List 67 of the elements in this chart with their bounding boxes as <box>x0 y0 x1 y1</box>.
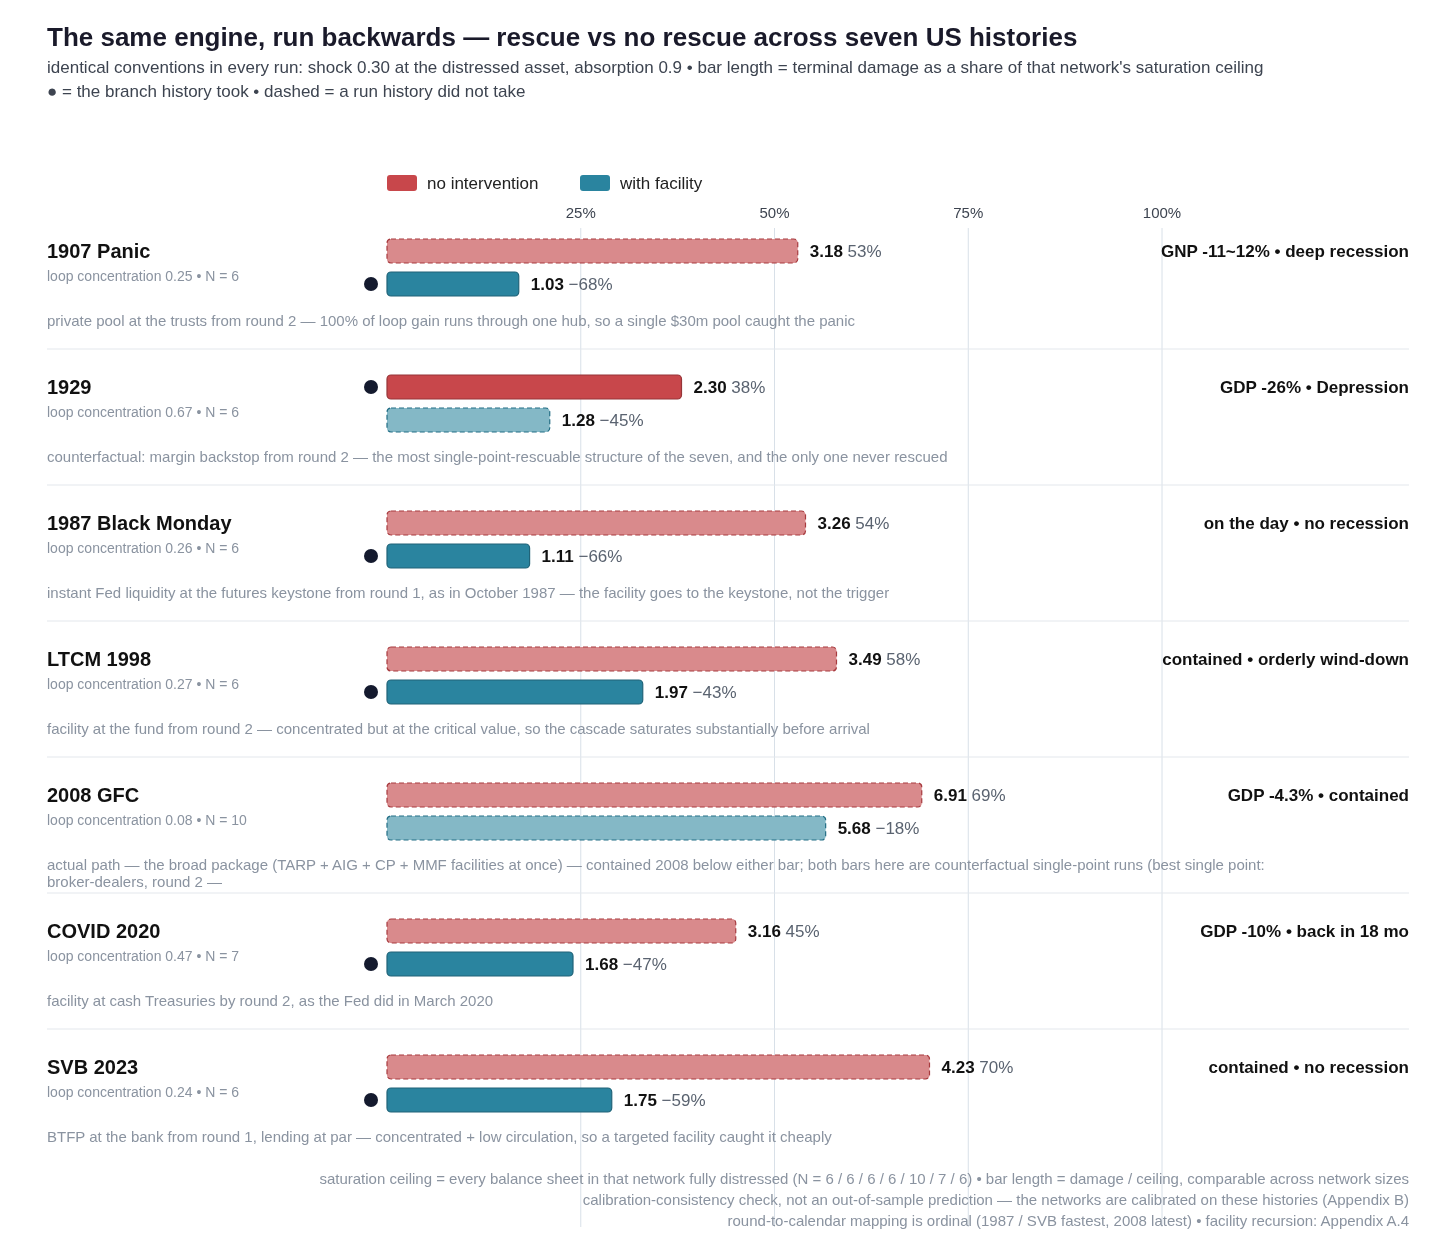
bar <box>386 918 737 944</box>
annotation: facility at cash Treasuries by round 2, as the Fed did in March 2020 <box>47 992 494 1009</box>
annotation: 1.97 −43% <box>654 683 737 702</box>
annotation: round-to-calendar mapping is ordinal (1987 / SVB fastest, 2008 latest) • facility recursion: Appendix A.4 <box>727 1212 1409 1229</box>
data-label: 3.16 45% <box>747 922 820 941</box>
text: on the day • no recession <box>1203 514 1409 533</box>
data-label: 4.23 70% <box>941 1058 1014 1077</box>
annotation: instant Fed liquidity at the futures keystone from round 1, as in October 1987 — the facility goes to the keystone, not the trigger <box>47 584 890 601</box>
data-label: 3.18 53% <box>809 242 882 261</box>
y-tick-label: 1987 Black Monday <box>47 512 233 534</box>
bar <box>386 951 574 977</box>
data-label: 3.49 58% <box>848 650 921 669</box>
text: GDP -4.3% • contained <box>1227 786 1409 805</box>
annotation: actual path — the broad package (TARP + AIG + CP + MMF facilities at once) — contained 2008 below either bar; both bars here are counterfactual single-point runs (best single point: broker-dealers, round 2 — <box>47 856 1265 890</box>
y-tick-label: 2008 GFC <box>47 784 140 806</box>
annotation: BTFP at the bank from round 1, lending at par — concentrated + low circulation, so a targeted facility caught it cheaply <box>47 1128 833 1145</box>
y-tick-label: SVB 2023 <box>47 1056 139 1078</box>
text: contained • no recession <box>1208 1058 1409 1077</box>
annotation: counterfactual: margin backstop from round 2 — the most single-point-rescuable structure of the seven, and the only one never rescued <box>47 448 948 465</box>
annotation: GNP -11~12% • deep recession <box>1160 242 1409 261</box>
y-tick-label: 1907 Panic <box>47 240 151 262</box>
text: loop concentration 0.67 • N = 6 <box>47 404 240 420</box>
annotation: 1.03 −68% <box>530 275 613 294</box>
text: contained • orderly wind-down <box>1162 650 1409 669</box>
bar <box>386 679 644 705</box>
bar <box>386 238 799 264</box>
annotation: facility at the fund from round 2 — concentrated but at the critical value, so the cascade saturates substantially before arrival <box>47 720 870 737</box>
text: loop concentration 0.26 • N = 6 <box>47 540 240 556</box>
bar <box>386 374 683 400</box>
annotation: saturation ceiling = every balance sheet in that network fully distressed (N = 6 / 6 / 6 / 6 / 10 / 7 / 6) • bar length = damage / ceiling, comparable across network sizes <box>319 1170 1409 1187</box>
text: loop concentration 0.47 • N = 7 <box>47 948 240 964</box>
annotation: 1.28 −45% <box>561 411 644 430</box>
chart-title: The same engine, run backwards — rescue vs no rescue across seven US histories <box>47 22 1078 52</box>
text: loop concentration 0.27 • N = 6 <box>47 676 240 692</box>
legend-label: no intervention <box>427 174 539 193</box>
data-label: 3.26 54% <box>817 514 890 533</box>
bar <box>386 407 551 433</box>
text: loop concentration 0.24 • N = 6 <box>47 1084 240 1100</box>
annotation: 1.68 −47% <box>585 955 667 974</box>
chart-subtitle: identical conventions in every run: shock 0.30 at the distressed asset, absorption 0.9 • bar length = terminal damage as a share of that network's saturation ceiling ● = the branch history took • dashed = a run history did not take <box>47 58 1264 101</box>
annotation: calibration-consistency check, not an out-of-sample prediction — the networks are calibrated on these histories (Appendix B) <box>582 1191 1409 1208</box>
bar <box>386 1054 931 1080</box>
bar <box>386 543 531 569</box>
bar <box>386 1087 613 1113</box>
text: loop concentration 0.08 • N = 10 <box>47 812 248 828</box>
bar <box>386 271 520 297</box>
y-tick-label: COVID 2020 <box>47 920 161 942</box>
annotation: 1.11 −66% <box>541 547 623 566</box>
y-tick-label: LTCM 1998 <box>47 648 152 670</box>
y-tick-label: 1929 <box>47 376 92 398</box>
annotation: 5.68 −18% <box>837 819 920 838</box>
bar <box>386 510 807 536</box>
annotation: 1.75 −59% <box>623 1091 706 1110</box>
legend-label: with facility <box>619 174 703 193</box>
bar <box>386 782 923 808</box>
bar <box>386 815 827 841</box>
bar <box>386 646 838 672</box>
x-tick-label: 100% <box>1142 204 1182 221</box>
text: GDP -10% • back in 18 mo <box>1200 922 1409 941</box>
annotation: private pool at the trusts from round 2 — 100% of loop gain runs through one hub, so a single $30m pool caught the panic <box>47 312 856 329</box>
x-tick-label: 75% <box>953 204 984 221</box>
x-tick-label: 50% <box>759 204 790 221</box>
x-tick-label: 25% <box>565 204 596 221</box>
text: loop concentration 0.25 • N = 6 <box>47 268 240 284</box>
data-label: 2.30 38% <box>693 378 766 397</box>
data-label: 6.91 69% <box>933 786 1006 805</box>
text: GDP -26% • Depression <box>1220 378 1409 397</box>
